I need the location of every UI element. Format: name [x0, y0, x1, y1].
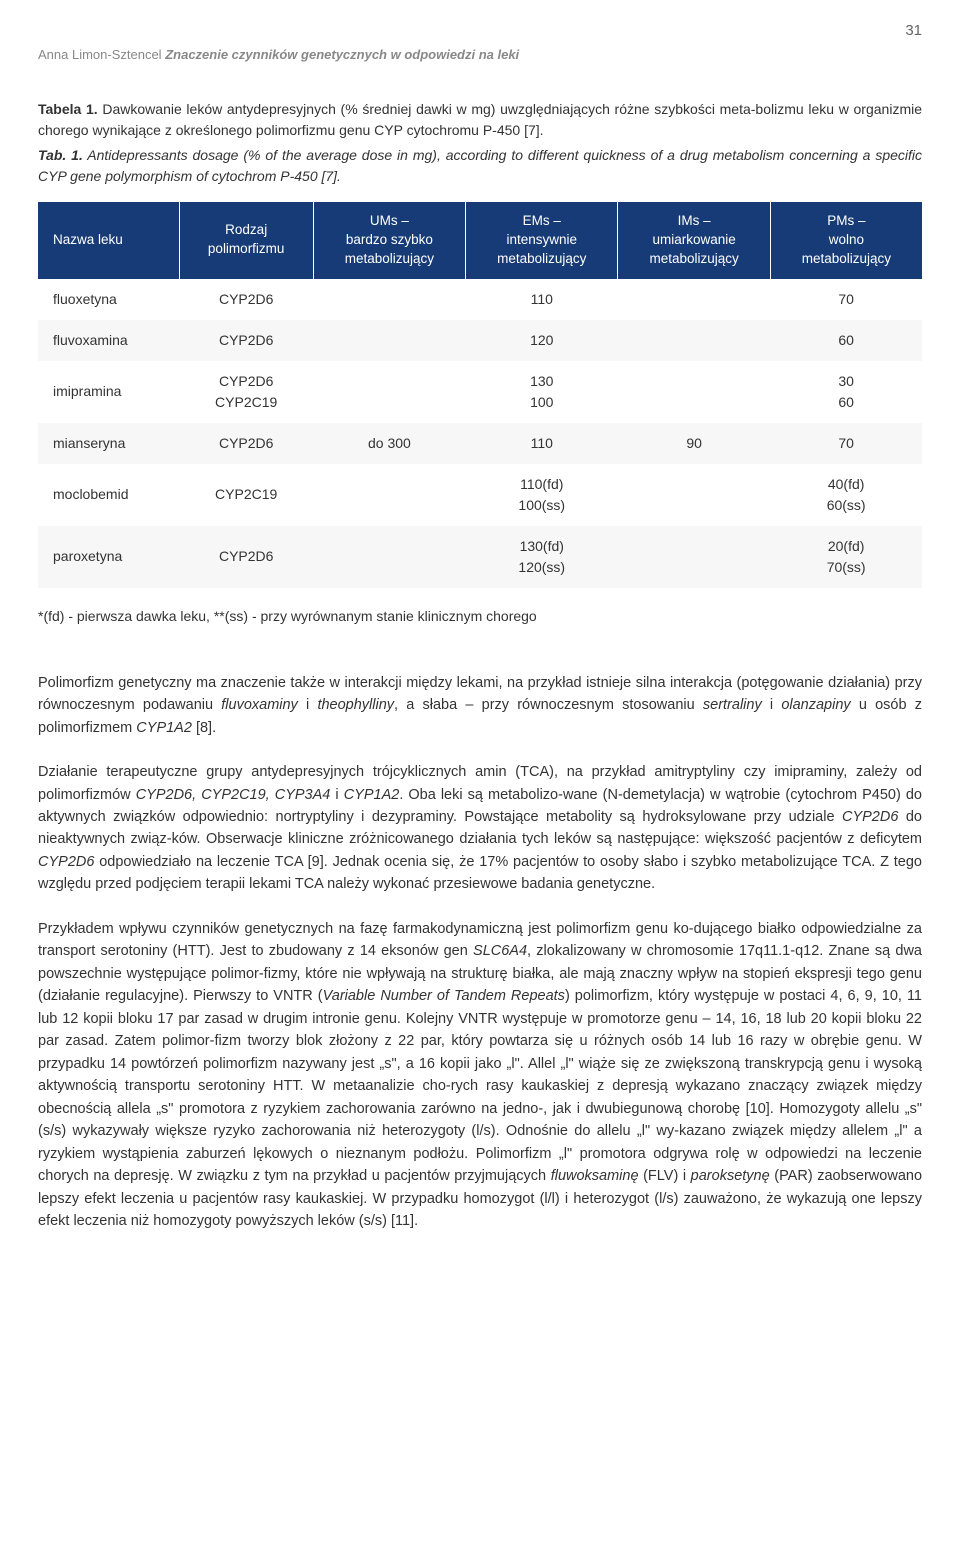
table-cell — [618, 464, 770, 526]
table-cell: 110 — [466, 279, 618, 320]
table-row: mianserynaCYP2D6do 3001109070 — [38, 423, 922, 464]
table-cell: CYP2D6CYP2C19 — [179, 361, 313, 423]
table-header-cell: Nazwa leku — [38, 202, 179, 279]
table-cell: moclobemid — [38, 464, 179, 526]
table-cell: 20(fd)70(ss) — [770, 526, 922, 588]
header-title: Znaczenie czynników genetycznych w odpow… — [165, 47, 519, 62]
table-caption-pl-label: Tabela 1. — [38, 101, 98, 117]
table-cell: imipramina — [38, 361, 179, 423]
table-cell: 3060 — [770, 361, 922, 423]
paragraph-1: Polimorfizm genetyczny ma znaczenie takż… — [38, 672, 922, 739]
table-header-cell: IMs –umiarkowaniemetabolizujący — [618, 202, 770, 279]
table-cell — [618, 279, 770, 320]
page-number: 31 — [38, 20, 922, 43]
table-cell: 40(fd)60(ss) — [770, 464, 922, 526]
table-cell: do 300 — [313, 423, 465, 464]
table-header-cell: PMs –wolnometabolizujący — [770, 202, 922, 279]
table-cell: fluvoxamina — [38, 320, 179, 361]
table-cell: 120 — [466, 320, 618, 361]
table-caption-en-text: Antidepressants dosage (% of the average… — [38, 147, 922, 184]
table-caption-pl: Tabela 1. Dawkowanie leków antydepresyjn… — [38, 99, 922, 141]
table-header-row: Nazwa lekuRodzajpolimorfizmuUMs –bardzo … — [38, 202, 922, 279]
paragraph-2: Działanie terapeutyczne grupy antydepres… — [38, 761, 922, 896]
table-cell: 70 — [770, 423, 922, 464]
table-cell — [313, 464, 465, 526]
table-cell — [618, 361, 770, 423]
table-cell: 110 — [466, 423, 618, 464]
table-row: fluvoxaminaCYP2D6 120 60 — [38, 320, 922, 361]
table-cell: 60 — [770, 320, 922, 361]
paragraph-3: Przykładem wpływu czynników genetycznych… — [38, 918, 922, 1233]
table-row: fluoxetynaCYP2D6 110 70 — [38, 279, 922, 320]
table-caption-en-label: Tab. 1. — [38, 147, 83, 163]
table-cell: CYP2D6 — [179, 526, 313, 588]
table-header-cell: Rodzajpolimorfizmu — [179, 202, 313, 279]
table-caption-pl-text: Dawkowanie leków antydepresyjnych (% śre… — [38, 101, 922, 138]
table-cell: mianseryna — [38, 423, 179, 464]
table-cell — [618, 320, 770, 361]
table-row: moclobemidCYP2C19 110(fd)100(ss) 40(fd)60(… — [38, 464, 922, 526]
running-header: Anna Limon-Sztencel Znaczenie czynników … — [38, 45, 922, 65]
table-header-cell: EMs –intensywniemetabolizujący — [466, 202, 618, 279]
table-cell: CYP2D6 — [179, 279, 313, 320]
table-footnote: *(fd) - pierwsza dawka leku, **(ss) - pr… — [38, 606, 922, 627]
table-cell: CYP2D6 — [179, 320, 313, 361]
table-cell: CYP2D6 — [179, 423, 313, 464]
table-cell: 130(fd)120(ss) — [466, 526, 618, 588]
table-cell — [313, 320, 465, 361]
table-cell: 90 — [618, 423, 770, 464]
dosage-table: Nazwa lekuRodzajpolimorfizmuUMs –bardzo … — [38, 202, 922, 588]
table-body: fluoxetynaCYP2D611070fluvoxaminaCYP2D612… — [38, 279, 922, 588]
table-cell: 130100 — [466, 361, 618, 423]
table-row: paroxetynaCYP2D6 130(fd)120(ss) 20(fd)70(s… — [38, 526, 922, 588]
table-cell: paroxetyna — [38, 526, 179, 588]
table-cell — [618, 526, 770, 588]
table-cell: fluoxetyna — [38, 279, 179, 320]
table-cell — [313, 279, 465, 320]
table-header-cell: UMs –bardzo szybkometabolizujący — [313, 202, 465, 279]
header-author: Anna Limon-Sztencel — [38, 47, 162, 62]
table-cell: 70 — [770, 279, 922, 320]
table-caption-en: Tab. 1. Antidepressants dosage (% of the… — [38, 145, 922, 187]
table-cell — [313, 526, 465, 588]
table-cell: CYP2C19 — [179, 464, 313, 526]
table-cell: 110(fd)100(ss) — [466, 464, 618, 526]
table-cell — [313, 361, 465, 423]
table-row: imipraminaCYP2D6CYP2C19 130100 3060 — [38, 361, 922, 423]
